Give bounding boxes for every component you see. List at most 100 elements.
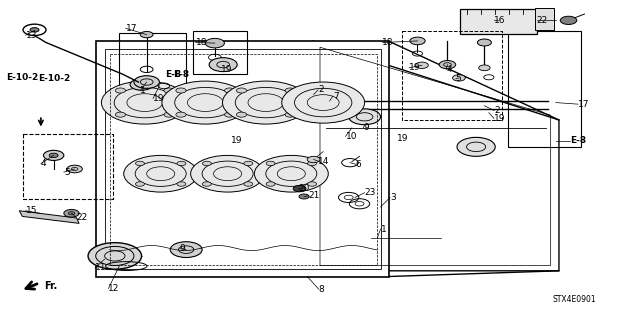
Text: 11: 11 — [95, 263, 107, 272]
Circle shape — [202, 182, 211, 186]
Text: 17: 17 — [125, 24, 137, 33]
Text: E-10-2: E-10-2 — [38, 74, 70, 83]
Text: STX4E0901: STX4E0901 — [552, 295, 596, 304]
Circle shape — [299, 194, 309, 199]
Circle shape — [479, 65, 490, 70]
Text: 8: 8 — [319, 285, 324, 294]
Circle shape — [308, 161, 317, 166]
Text: 4: 4 — [41, 159, 47, 168]
Text: Fr.: Fr. — [44, 281, 57, 291]
Circle shape — [49, 153, 58, 158]
Circle shape — [162, 81, 248, 124]
Text: 18: 18 — [196, 38, 207, 47]
Circle shape — [205, 38, 225, 48]
Circle shape — [130, 79, 153, 90]
Text: 19: 19 — [153, 94, 164, 103]
Text: 13: 13 — [26, 31, 37, 40]
Circle shape — [477, 39, 492, 46]
Circle shape — [164, 112, 174, 117]
Circle shape — [170, 242, 202, 257]
Polygon shape — [536, 8, 554, 30]
Text: 15: 15 — [26, 206, 37, 215]
Text: 22: 22 — [77, 213, 88, 222]
Text: 7: 7 — [333, 92, 339, 101]
Circle shape — [191, 155, 264, 192]
Polygon shape — [19, 211, 79, 223]
Text: E-8: E-8 — [173, 70, 189, 78]
Text: 18: 18 — [383, 38, 394, 47]
Circle shape — [285, 112, 295, 117]
Circle shape — [307, 156, 320, 163]
Circle shape — [223, 81, 309, 124]
Text: 2: 2 — [494, 106, 500, 115]
Text: E-8: E-8 — [165, 70, 182, 79]
Circle shape — [452, 75, 465, 81]
Text: 20: 20 — [298, 184, 310, 193]
Text: 6: 6 — [356, 160, 362, 169]
Circle shape — [266, 182, 275, 186]
Circle shape — [244, 182, 253, 186]
Circle shape — [202, 161, 211, 166]
Circle shape — [293, 185, 306, 192]
Polygon shape — [460, 9, 537, 33]
Polygon shape — [312, 41, 559, 271]
Text: 1: 1 — [140, 86, 146, 95]
Text: 14: 14 — [318, 157, 330, 166]
Text: 9: 9 — [180, 244, 186, 253]
Circle shape — [134, 76, 159, 88]
Circle shape — [140, 32, 153, 38]
Circle shape — [177, 182, 186, 186]
Circle shape — [560, 16, 577, 25]
Text: 4: 4 — [446, 65, 452, 74]
Text: 19: 19 — [232, 136, 243, 145]
Circle shape — [415, 62, 428, 69]
Circle shape — [225, 88, 235, 93]
Circle shape — [244, 161, 253, 166]
Circle shape — [236, 88, 246, 93]
Circle shape — [209, 58, 237, 71]
Circle shape — [349, 109, 381, 125]
Circle shape — [164, 88, 174, 93]
Circle shape — [439, 61, 456, 69]
Text: 3: 3 — [390, 193, 396, 202]
Text: 19: 19 — [221, 65, 233, 74]
Circle shape — [308, 182, 317, 186]
Circle shape — [44, 150, 64, 160]
Text: 5: 5 — [456, 74, 461, 83]
Circle shape — [266, 161, 275, 166]
Circle shape — [236, 112, 246, 117]
Circle shape — [136, 182, 145, 186]
Text: 2: 2 — [318, 85, 324, 94]
Polygon shape — [96, 41, 389, 277]
Circle shape — [254, 155, 328, 192]
Text: 10: 10 — [346, 132, 357, 141]
Circle shape — [88, 243, 141, 269]
Circle shape — [177, 161, 186, 166]
Circle shape — [225, 112, 235, 117]
Circle shape — [101, 81, 188, 124]
Text: 12: 12 — [108, 284, 120, 293]
Circle shape — [115, 112, 125, 117]
Circle shape — [282, 82, 365, 123]
Circle shape — [285, 88, 295, 93]
Circle shape — [176, 88, 186, 93]
Text: 19: 19 — [494, 114, 506, 123]
Circle shape — [68, 212, 75, 215]
Text: 1: 1 — [381, 225, 387, 234]
Text: 21: 21 — [308, 191, 320, 200]
Circle shape — [67, 165, 83, 173]
Circle shape — [457, 137, 495, 156]
Text: 19: 19 — [409, 63, 420, 72]
Text: 9: 9 — [364, 123, 369, 132]
Text: E-8: E-8 — [570, 136, 586, 145]
Circle shape — [124, 155, 198, 192]
Text: 17: 17 — [578, 100, 589, 109]
Text: 16: 16 — [494, 16, 506, 25]
Circle shape — [410, 37, 425, 45]
Text: 19: 19 — [397, 134, 408, 144]
Text: E-10-2: E-10-2 — [6, 73, 38, 82]
Text: 23: 23 — [365, 188, 376, 197]
Circle shape — [30, 28, 39, 32]
Circle shape — [136, 161, 145, 166]
Circle shape — [115, 88, 125, 93]
